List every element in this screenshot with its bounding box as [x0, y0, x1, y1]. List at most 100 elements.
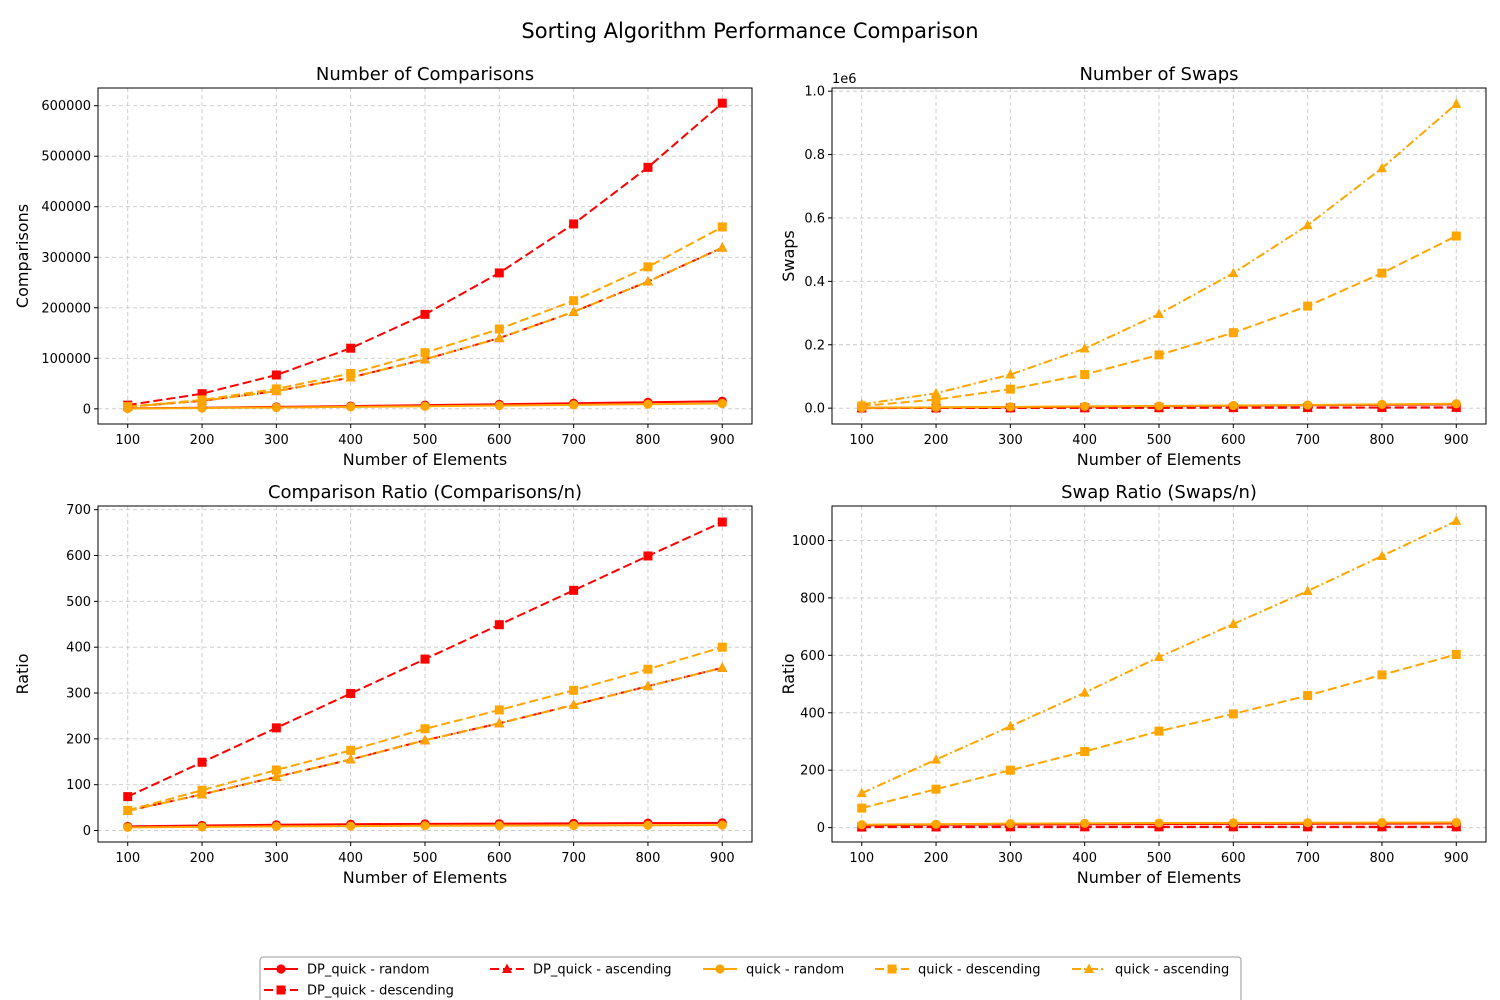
y-tick-label: 400	[800, 706, 825, 721]
data-point	[717, 820, 727, 830]
data-point	[1303, 400, 1313, 410]
data-point	[271, 723, 281, 733]
x-tick-label: 300	[264, 851, 289, 866]
legend-marker	[502, 963, 512, 973]
x-tick-label: 700	[1295, 851, 1320, 866]
subplot-3: 100 200 300 400 500 600 700 800 900 0 100 200 300 400…	[13, 482, 753, 887]
series-line	[127, 646, 723, 812]
legend: DP_quick - random DP_quick - descending DP…	[259, 956, 1242, 1000]
subplot-2: 100 200 300 400 500 600 700 800 900 0.0 0.2 0.4 0.6 0…	[779, 64, 1487, 469]
data-point	[1005, 369, 1016, 379]
x-axis-label: Number of Elements	[343, 450, 507, 469]
data-point	[1303, 818, 1313, 828]
data-point	[1005, 720, 1016, 731]
data-point	[1302, 585, 1313, 596]
x-tick-label: 100	[115, 851, 140, 866]
data-point	[1303, 301, 1313, 311]
subplot-title: Number of Comparisons	[316, 64, 534, 85]
data-point	[857, 820, 867, 830]
data-point	[643, 820, 653, 830]
x-tick-label: 500	[1147, 851, 1172, 866]
y-tick-label: 0	[83, 824, 91, 839]
data-point	[717, 98, 727, 108]
y-axis-label: Ratio	[13, 653, 32, 694]
data-point	[197, 757, 207, 767]
data-point	[643, 162, 653, 172]
y-axis-label: Ratio	[779, 653, 798, 694]
data-point	[345, 753, 356, 764]
data-point	[346, 821, 356, 831]
legend-label: quick - random	[746, 963, 844, 978]
data-point	[1228, 709, 1238, 719]
data-point	[569, 400, 579, 410]
y-tick-label: 600	[800, 649, 825, 664]
subplot-title: Number of Swaps	[1079, 64, 1238, 85]
y-tick-label: 0.6	[804, 211, 825, 226]
y-tick-label: 100000	[41, 352, 91, 367]
y-tick-label: 600	[66, 549, 91, 564]
data-point	[494, 332, 505, 343]
data-point	[122, 805, 133, 815]
x-axis-label: Number of Elements	[1077, 450, 1241, 469]
x-tick-label: 600	[487, 433, 512, 448]
data-point	[494, 820, 504, 831]
x-tick-label: 900	[1444, 433, 1469, 448]
data-point	[271, 771, 282, 781]
y-tick-label: 700	[66, 503, 91, 518]
data-point	[569, 219, 579, 229]
data-point	[931, 387, 942, 398]
data-point	[1376, 550, 1387, 560]
y-tick-label: 100	[66, 778, 91, 793]
data-point	[1079, 687, 1090, 697]
data-point	[717, 517, 727, 527]
x-axis-label: Number of Elements	[343, 868, 507, 887]
data-point	[856, 398, 867, 409]
data-point	[197, 822, 207, 832]
data-point	[717, 662, 728, 672]
data-point	[1451, 515, 1462, 525]
x-tick-label: 400	[338, 851, 363, 866]
data-point	[420, 348, 430, 358]
data-point	[420, 821, 430, 831]
data-point	[1154, 726, 1164, 736]
x-tick-label: 200	[924, 851, 949, 866]
data-point	[569, 685, 579, 695]
data-point	[420, 724, 430, 734]
data-point	[197, 389, 207, 399]
data-point	[420, 734, 430, 745]
data-point	[569, 296, 579, 306]
data-point	[345, 372, 356, 382]
legend-marker	[276, 964, 286, 974]
x-tick-label: 700	[561, 433, 586, 448]
data-point	[717, 642, 727, 652]
data-point	[1451, 649, 1461, 659]
data-point	[1080, 370, 1090, 380]
x-tick-label: 100	[849, 433, 874, 448]
data-point	[1080, 747, 1090, 757]
data-point	[643, 664, 653, 674]
y-tick-label: 300	[66, 687, 91, 702]
data-point	[931, 819, 941, 829]
data-point	[494, 268, 504, 278]
x-tick-label: 400	[1072, 433, 1097, 448]
x-tick-label: 800	[1370, 433, 1395, 448]
x-tick-label: 300	[264, 433, 289, 448]
x-axis-label: Number of Elements	[1077, 868, 1241, 887]
legend-label: DP_quick - descending	[307, 984, 454, 999]
data-point	[1079, 343, 1090, 353]
y-tick-label: 0	[817, 821, 825, 836]
y-tick-label: 500	[66, 595, 91, 610]
data-point	[197, 395, 208, 405]
data-point	[271, 765, 281, 775]
data-point	[122, 401, 133, 411]
data-point	[346, 343, 356, 353]
data-point	[931, 402, 941, 412]
legend-label: DP_quick - random	[307, 963, 430, 978]
data-point	[346, 745, 356, 755]
x-tick-label: 800	[636, 851, 661, 866]
data-point	[420, 401, 430, 411]
subplot-1: 100 200 300 400 500 600 700 800 900 0 100000 200000…	[13, 64, 753, 469]
data-point	[494, 324, 504, 334]
data-point	[1154, 401, 1164, 411]
y-tick-label: 0.4	[804, 275, 825, 290]
